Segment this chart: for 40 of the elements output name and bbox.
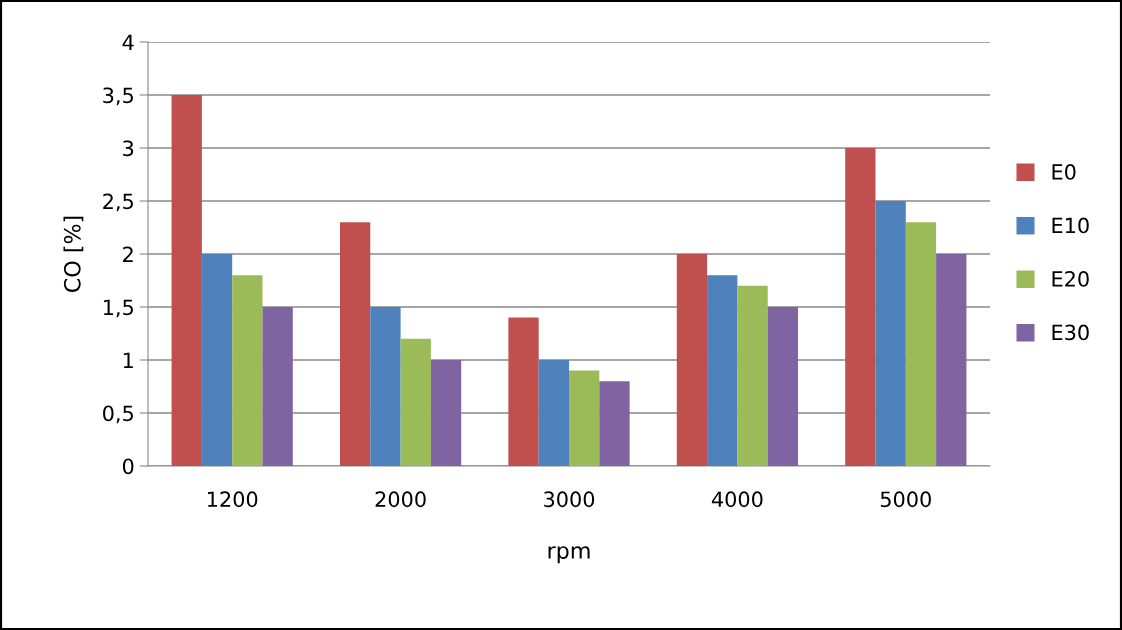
bar [262,307,293,466]
y-tick-label: 1,5 [103,299,133,318]
bar [676,254,708,466]
x-tick-label: 4000 [711,491,763,508]
y-tick-label: 1 [123,352,133,368]
bar [845,148,876,466]
bar [599,381,630,466]
bar [400,338,431,466]
bar [232,275,263,466]
y-tick-label: 3,5 [103,87,133,106]
bar [875,201,906,466]
legend-label: E10 [1052,217,1089,234]
x-axis-title: rpm [548,546,590,564]
bar [370,307,401,466]
x-tick-label: 2000 [375,491,426,508]
bar [569,370,600,466]
legend-label: E0 [1052,164,1076,180]
x-tick-label: 5000 [880,491,931,508]
y-axis-title: CO [%] [63,216,84,293]
legend-label: E20 [1052,271,1089,287]
y-tick-label: 3 [123,140,134,157]
bar [737,285,768,466]
bar [430,360,462,466]
x-tick-label: 1200 [207,491,258,508]
bar [707,275,738,466]
bar [936,254,967,466]
y-tick-label: 2 [123,246,133,262]
legend-label: E30 [1052,324,1089,341]
y-tick-label: 0,5 [103,405,133,424]
y-tick-label: 4 [122,34,134,50]
y-tick-label: 2,5 [103,193,133,212]
bar [767,307,799,466]
bar [339,222,371,466]
bar [171,95,202,466]
bar [508,317,539,466]
x-tick-label: 3000 [544,491,595,508]
bar [905,222,937,466]
y-tick-label: 0 [122,458,134,475]
bar [538,360,569,466]
bar [201,254,233,466]
